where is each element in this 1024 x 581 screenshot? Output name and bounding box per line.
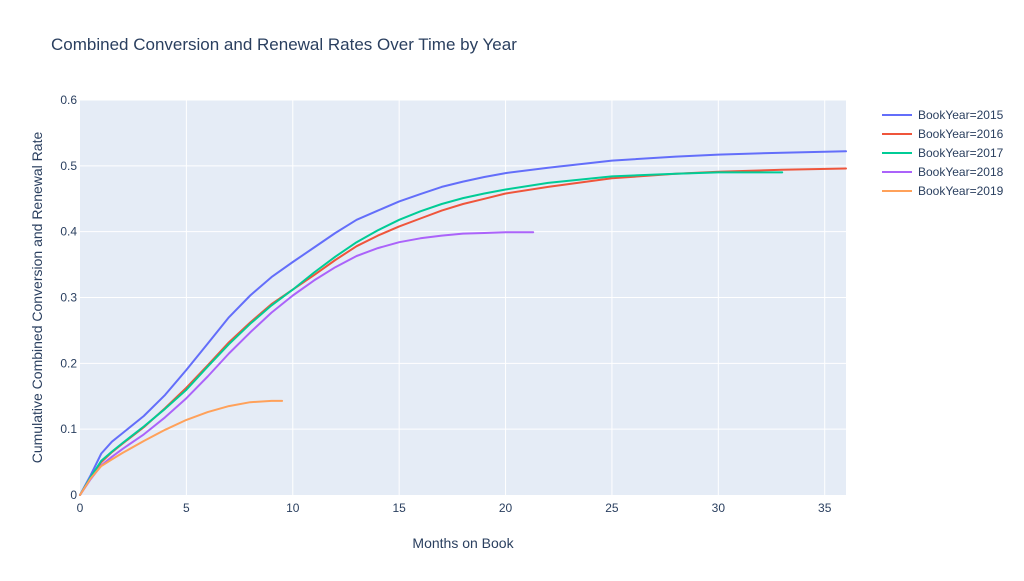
legend-item[interactable]: BookYear=2017 [882,146,1004,160]
x-tick-label: 20 [499,501,513,515]
legend-item[interactable]: BookYear=2015 [882,108,1004,122]
legend-label: BookYear=2017 [918,146,1004,160]
x-tick-label: 0 [77,501,84,515]
series-line-bookyear-2018[interactable] [79,231,535,496]
x-tick-label: 10 [286,501,300,515]
y-tick-label: 0.5 [60,159,77,173]
y-tick-label: 0.6 [60,93,77,107]
y-tick-label: 0.2 [60,356,77,370]
y-tick-label: 0.1 [60,422,77,436]
x-axis-label: Months on Book [412,535,514,551]
series-line-bookyear-2015[interactable] [79,150,847,496]
chart-title: Combined Conversion and Renewal Rates Ov… [51,35,517,54]
legend-label: BookYear=2018 [918,165,1004,179]
y-tick-label: 0.3 [60,291,77,305]
series-line-bookyear-2019[interactable] [79,399,284,496]
y-axis-label: Cumulative Combined Conversion and Renew… [29,132,45,464]
x-tick-label: 25 [605,501,619,515]
legend-label: BookYear=2016 [918,127,1004,141]
grid-lines [80,99,846,495]
legend-label: BookYear=2019 [918,184,1004,198]
y-tick-label: 0.4 [60,225,77,239]
y-tick-label: 0 [70,488,77,502]
series-line-bookyear-2017[interactable] [79,171,784,496]
legend-item[interactable]: BookYear=2019 [882,184,1004,198]
x-tick-label: 30 [712,501,726,515]
x-tick-label: 35 [818,501,832,515]
x-tick-label: 5 [183,501,190,515]
x-tick-label: 15 [392,501,406,515]
legend-item[interactable]: BookYear=2018 [882,165,1004,179]
legend[interactable]: BookYear=2015 BookYear=2016 BookYear=2017 B… [882,108,1004,198]
legend-item[interactable]: BookYear=2016 [882,127,1004,141]
legend-label: BookYear=2015 [918,108,1004,122]
series-lines [79,150,847,496]
axis-ticks: 0 5 10 15 20 25 30 35 0 0.1 0.2 0.3 0.4 0.5 0.6 [60,93,831,515]
